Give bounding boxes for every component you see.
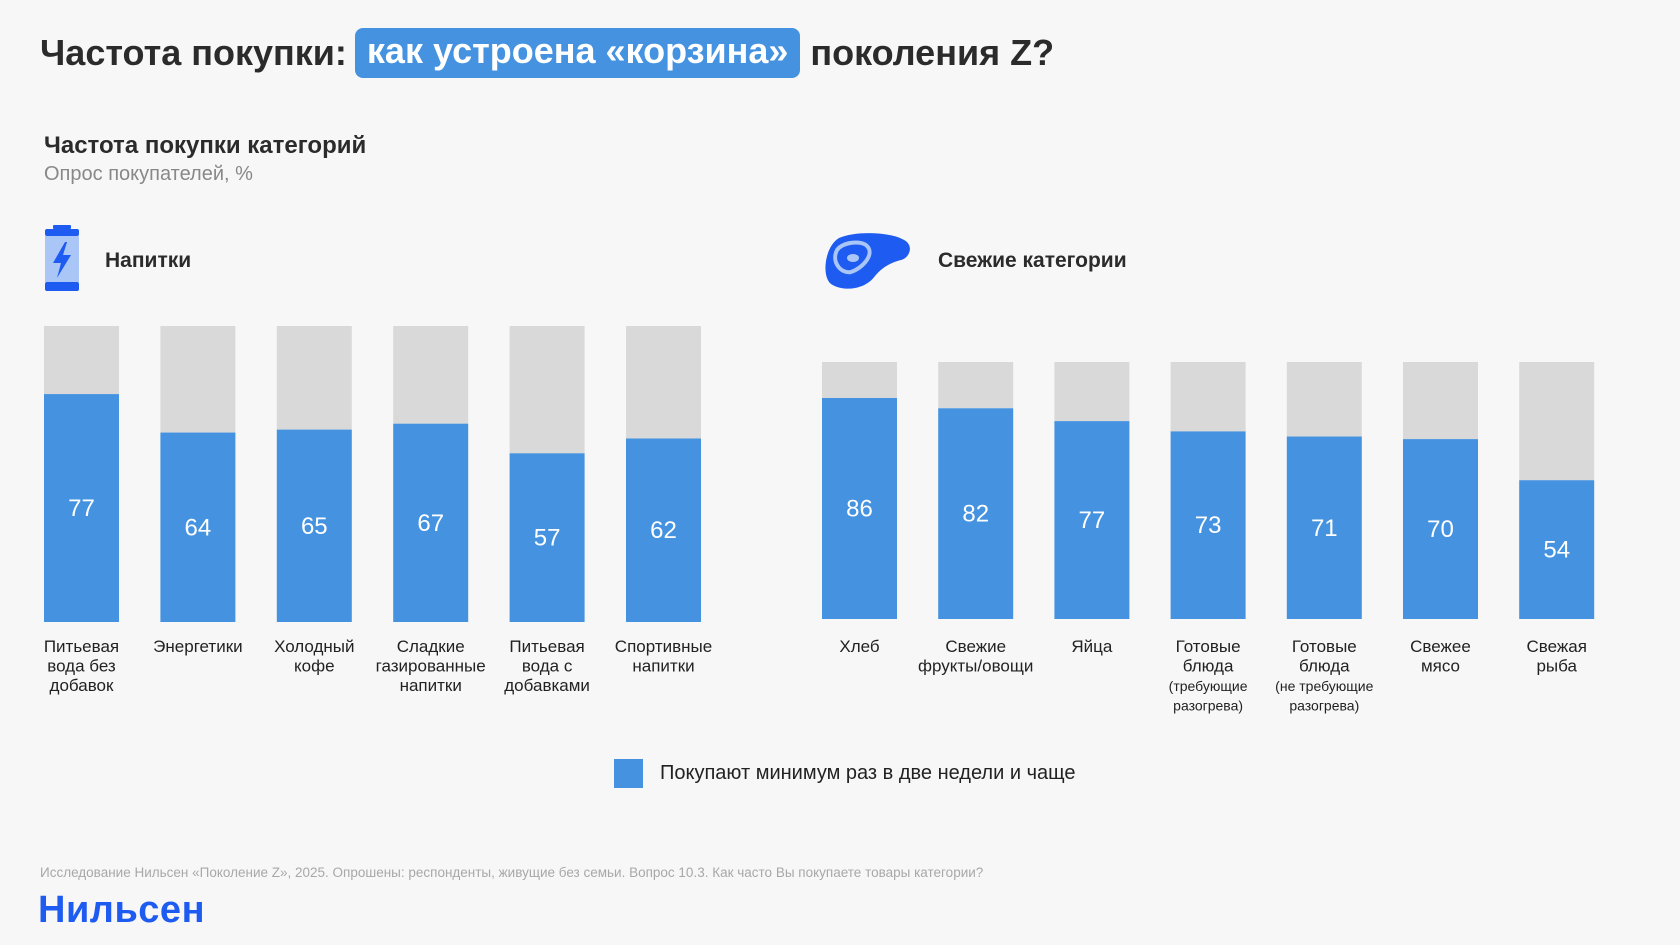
- category-label-line: (не требующие: [1275, 678, 1373, 694]
- headline-highlight: как устроена «корзина»: [354, 28, 801, 78]
- group-title-fresh: Свежие категории: [938, 249, 1127, 272]
- category-label-drinks-1: Энергетики: [153, 637, 242, 656]
- bar-remainder-fresh-2: [1054, 362, 1130, 422]
- steak-icon: [825, 233, 910, 289]
- chart-title: Частота покупки категорий: [44, 132, 367, 159]
- group-title-drinks: Напитки: [105, 249, 192, 272]
- headline-prefix: Частота покупки:: [40, 32, 347, 73]
- bar-fresh-5: [1403, 439, 1478, 619]
- category-label-line: газированные: [376, 657, 486, 676]
- legend-label: Покупают минимум раз в две недели и чаще: [660, 762, 1076, 784]
- category-label-fresh-3: Готовые блюда (требующие разогрева): [1169, 637, 1248, 714]
- category-label-line: Свежая: [1526, 637, 1586, 656]
- category-label-line: кофе: [294, 657, 335, 676]
- footnote: Исследование Нильсен «Поколение Z», 2025…: [40, 865, 984, 880]
- bar-fresh-1: [938, 408, 1014, 619]
- bar-fresh-6: [1519, 480, 1595, 619]
- data-label-fresh-4: 71: [1311, 515, 1338, 542]
- bar-remainder-fresh-6: [1519, 362, 1595, 481]
- bar-remainder-drinks-2: [276, 326, 352, 430]
- category-label-fresh-6: Свежая рыба: [1526, 637, 1586, 676]
- data-label-drinks-4: 57: [534, 525, 561, 552]
- bar-remainder-fresh-0: [822, 362, 897, 398]
- category-label-fresh-1: Свежие фрукты/овощи: [918, 637, 1033, 676]
- bar-remainder-drinks-1: [160, 326, 236, 433]
- bar-remainder-fresh-1: [938, 362, 1014, 409]
- bar-drinks-3: [393, 423, 469, 622]
- data-label-fresh-5: 70: [1427, 516, 1454, 543]
- bar-remainder-drinks-4: [509, 326, 585, 454]
- bar-remainder-fresh-3: [1170, 362, 1246, 432]
- data-label-drinks-3: 67: [417, 510, 444, 537]
- bar-drinks-5: [626, 438, 701, 622]
- bar-remainder-drinks-3: [393, 326, 469, 424]
- bar-drinks-4: [509, 453, 585, 622]
- chart-subtitle: Опрос покупателей, %: [44, 163, 253, 185]
- category-label-line: разогрева): [1289, 698, 1359, 714]
- category-label-drinks-5: Спортивные напитки: [615, 637, 712, 676]
- category-label-line: Питьевая: [44, 637, 119, 656]
- category-label-line: Холодный: [274, 637, 354, 656]
- bar-drinks-0: [44, 394, 119, 622]
- category-label-line: мясо: [1421, 657, 1460, 676]
- data-label-fresh-2: 77: [1079, 507, 1106, 534]
- category-label-drinks-4: Питьевая вода с добавками: [504, 637, 590, 695]
- category-label-line: вода с: [522, 657, 573, 676]
- category-label-line: (требующие: [1169, 678, 1248, 694]
- category-label-line: добавками: [504, 676, 590, 695]
- category-label-line: Свежие: [945, 637, 1006, 656]
- page-headline: Частота покупки: как устроена «корзина» …: [40, 28, 1054, 78]
- category-label-line: добавок: [50, 676, 114, 695]
- data-label-drinks-0: 77: [68, 495, 95, 522]
- category-label-line: блюда: [1299, 657, 1350, 676]
- category-label-line: Питьевая: [509, 637, 584, 656]
- bar-remainder-drinks-5: [626, 326, 701, 439]
- category-label-fresh-0: Хлеб: [839, 637, 880, 656]
- category-label-line: Энергетики: [153, 637, 242, 656]
- data-label-fresh-3: 73: [1195, 512, 1222, 539]
- legend: Покупают минимум раз в две недели и чаще: [614, 759, 1075, 788]
- category-label-fresh-2: Яйца: [1071, 637, 1113, 656]
- bar-remainder-fresh-5: [1403, 362, 1478, 440]
- bar-fresh-0: [822, 397, 897, 619]
- category-label-line: Спортивные: [615, 637, 712, 656]
- bar-remainder-drinks-0: [44, 326, 119, 395]
- data-label-drinks-5: 62: [650, 517, 677, 544]
- category-label-line: блюда: [1183, 657, 1234, 676]
- category-label-line: Яйца: [1071, 637, 1113, 656]
- category-label-line: Готовые: [1176, 637, 1241, 656]
- category-label-drinks-2: Холодный кофе: [274, 637, 354, 676]
- bar-fresh-2: [1054, 421, 1130, 619]
- brand-logo: Нильсен: [38, 889, 206, 931]
- category-label-line: Готовые: [1292, 637, 1357, 656]
- legend-swatch: [614, 759, 643, 788]
- category-label-drinks-3: Сладкие газированные напитки: [376, 637, 486, 695]
- category-label-drinks-0: Питьевая вода без добавок: [44, 637, 119, 695]
- category-label-fresh-5: Свежее мясо: [1410, 637, 1471, 676]
- bar-fresh-3: [1170, 431, 1246, 619]
- headline-suffix: поколения Z?: [810, 32, 1055, 73]
- data-label-fresh-0: 86: [846, 495, 873, 522]
- category-label-line: вода без: [47, 657, 116, 676]
- category-label-line: напитки: [400, 676, 462, 695]
- category-label-line: напитки: [632, 657, 694, 676]
- data-label-fresh-1: 82: [962, 501, 989, 528]
- data-label-fresh-6: 54: [1543, 537, 1570, 564]
- category-label-line: разогрева): [1173, 698, 1243, 714]
- bar-fresh-4: [1286, 436, 1362, 619]
- category-label-line: Хлеб: [839, 637, 880, 656]
- bar-remainder-fresh-4: [1286, 362, 1362, 437]
- bar-drinks-1: [160, 432, 236, 622]
- category-label-fresh-4: Готовые блюда (не требующие разогрева): [1275, 637, 1373, 714]
- category-label-line: рыба: [1536, 657, 1577, 676]
- bar-drinks-2: [276, 429, 352, 622]
- category-label-line: Сладкие: [397, 637, 465, 656]
- data-label-drinks-1: 64: [185, 514, 212, 541]
- data-label-drinks-2: 65: [301, 513, 328, 540]
- energy-drink-can-icon: [45, 225, 79, 291]
- category-label-line: фрукты/овощи: [918, 657, 1033, 676]
- category-label-line: Свежее: [1410, 637, 1471, 656]
